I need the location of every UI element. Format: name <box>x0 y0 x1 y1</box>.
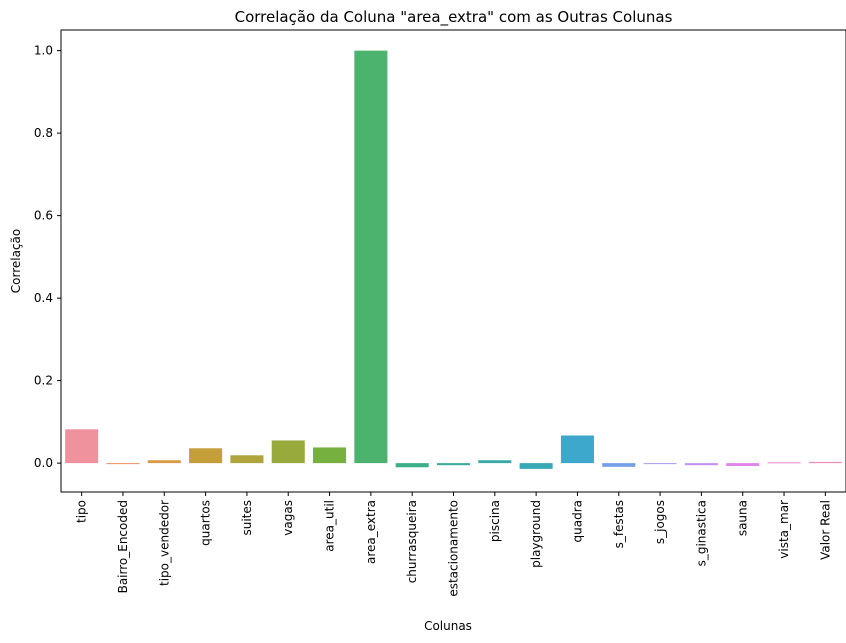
bar-churrasqueira <box>395 463 429 468</box>
x-tick-label: quadra <box>570 500 584 542</box>
y-tick-label: 0.2 <box>34 374 53 388</box>
x-tick-label: tipo_vendedor <box>157 500 171 586</box>
x-tick-label: area_extra <box>364 500 378 564</box>
bar-suites <box>230 455 264 464</box>
x-tick-label: playground <box>529 500 543 568</box>
x-tick-label: estacionamento <box>447 500 461 597</box>
bars <box>65 50 842 469</box>
x-tick-label: area_util <box>323 500 337 552</box>
y-tick-label: 0.0 <box>34 456 53 470</box>
bar-vista-mar <box>767 462 801 464</box>
x-tick-label: piscina <box>488 500 502 542</box>
bar-vagas <box>271 440 305 464</box>
x-tick-label: Valor Real <box>818 500 832 560</box>
bar-sauna <box>726 463 760 467</box>
x-tick-label: tipo <box>75 500 89 523</box>
bar-playground <box>519 463 553 469</box>
bar-area-util <box>313 447 347 464</box>
bar-s-ginastica <box>684 463 718 466</box>
x-tick-label: Bairro_Encoded <box>116 500 130 593</box>
plot-frame <box>60 29 846 493</box>
x-tick-label: vagas <box>281 500 295 536</box>
bar-s-jogos <box>643 463 677 465</box>
y-axis: 0.0 0.2 0.4 0.6 0.8 1.0 <box>34 44 61 470</box>
bar-bairro-encoded <box>106 463 140 465</box>
x-tick-label: vista_mar <box>777 500 791 559</box>
y-tick-label: 0.6 <box>34 209 53 223</box>
x-tick-label: sauna <box>736 500 750 536</box>
bar-tipo-vendedor <box>147 460 181 464</box>
x-axis-label: Colunas <box>424 619 472 633</box>
x-axis: tipo Bairro_Encoded tipo_vendedor quartos su… <box>75 492 832 597</box>
y-tick-label: 0.4 <box>34 291 53 305</box>
bar-quartos <box>189 448 223 464</box>
x-tick-label: s_jogos <box>653 500 667 544</box>
bar-quadra <box>560 435 594 464</box>
bar-s-festas <box>602 463 636 467</box>
x-tick-label: churrasqueira <box>405 500 419 583</box>
x-tick-label: s_ginastica <box>694 500 708 566</box>
bar-tipo <box>65 429 99 464</box>
y-axis-label: Correlação <box>9 229 23 293</box>
chart-title: Correlação da Coluna "area_extra" com as… <box>235 8 673 27</box>
x-tick-label: s_festas <box>612 500 626 548</box>
x-tick-label: quartos <box>199 500 213 546</box>
y-tick-label: 1.0 <box>34 44 53 58</box>
bar-area-extra <box>354 50 388 464</box>
bar-piscina <box>478 460 512 464</box>
x-tick-label: suites <box>240 500 254 536</box>
y-tick-label: 0.8 <box>34 126 53 140</box>
bar-valor-real <box>808 461 842 464</box>
bar-estacionamento <box>436 463 471 466</box>
